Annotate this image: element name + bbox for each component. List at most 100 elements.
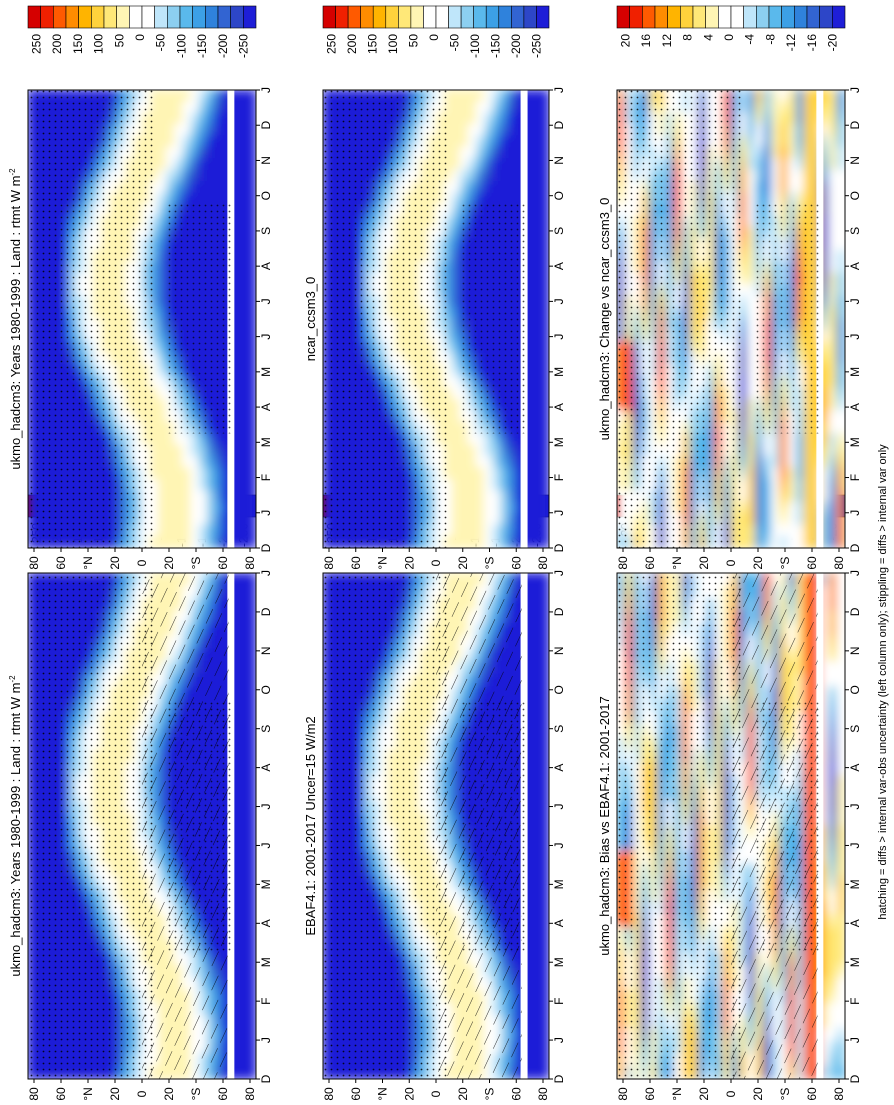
month-tick-label: A: [552, 403, 566, 411]
month-tick-label: O: [848, 685, 862, 694]
month-tick-label: M: [848, 367, 862, 377]
lat-tick-label: 60: [805, 1087, 819, 1101]
panel-1-field: [28, 573, 256, 1079]
month-tick-label: M: [848, 879, 862, 889]
month-tick-label: J: [259, 1037, 273, 1043]
lat-tick-label: 20: [162, 556, 176, 570]
month-tick-label: J: [259, 842, 273, 848]
colorbar-label: 250: [29, 34, 43, 54]
month-tick-label: D: [552, 543, 566, 552]
lat-tick-label: 80: [616, 556, 630, 570]
month-tick-label: S: [552, 725, 566, 733]
month-tick-label: D: [552, 607, 566, 616]
month-tick-label: M: [552, 957, 566, 967]
month-tick-label: J: [259, 87, 273, 93]
month-tick-label: S: [552, 227, 566, 235]
panel-1: 80 60 °N 20 0 20 °S 60 80DJFMAMJJASONDJukmo_hadc…: [8, 494, 273, 1101]
colorbar-label: 150: [71, 34, 85, 54]
colorbar-label: 50: [112, 34, 126, 48]
month-tick-label: J: [259, 570, 273, 576]
lat-tick-label: °S: [778, 557, 792, 570]
lat-tick-label: 80: [832, 1087, 846, 1101]
lat-tick-label: °S: [189, 557, 203, 570]
panel-5: 80 60 °N 20 0 20 °S 60 80DJFMAMJJASONDJncar_ccsm…: [303, 5, 566, 570]
month-tick-label: J: [552, 804, 566, 810]
colorbar: 250 200 150 100 50 0 -50 -100 -150 -200 -250: [27, 5, 257, 58]
month-tick-label: O: [848, 191, 862, 200]
lat-tick-label: 60: [54, 556, 68, 570]
month-tick-label: S: [848, 725, 862, 733]
lat-tick-label: 0: [135, 559, 149, 566]
colorbar-label: -150: [195, 34, 209, 58]
lat-tick-label: 80: [616, 1087, 630, 1101]
month-tick-label: J: [848, 87, 862, 93]
month-tick-label: F: [259, 997, 273, 1004]
month-tick-label: N: [848, 156, 862, 165]
lat-tick-label: 80: [243, 1087, 257, 1101]
lat-tick-label: 20: [456, 556, 470, 570]
colorbar-label: 8: [681, 34, 695, 41]
lat-tick-label: 60: [805, 556, 819, 570]
lat-tick-label: 20: [108, 1087, 122, 1101]
colorbar-label: -100: [174, 34, 188, 58]
lat-tick-label: 60: [643, 1087, 657, 1101]
colorbar-label: 0: [133, 34, 147, 41]
month-tick-label: J: [848, 842, 862, 848]
month-tick-label: M: [552, 437, 566, 447]
colorbar-label: -100: [468, 34, 482, 58]
colorbar-label: 0: [427, 34, 441, 41]
colorbar-label: -20: [826, 34, 840, 52]
month-tick-label: A: [848, 262, 862, 270]
month-tick-label: J: [552, 510, 566, 516]
lat-tick-label: °N: [670, 556, 684, 569]
lat-tick-label: 20: [697, 1087, 711, 1101]
month-tick-label: N: [848, 647, 862, 656]
panel-3: 80 60 °N 20 0 20 °S 60 80DJFMAMJJASONDJukmo_hadc…: [597, 494, 862, 1101]
month-tick-label: O: [259, 685, 273, 694]
month-tick-label: N: [259, 647, 273, 656]
month-tick-label: D: [848, 607, 862, 616]
month-tick-label: D: [259, 1074, 273, 1083]
lat-tick-label: 20: [751, 556, 765, 570]
lat-tick-label: 60: [509, 1087, 523, 1101]
panel-3-field: [617, 573, 845, 1079]
stippling: [28, 90, 154, 548]
hatching: [731, 573, 818, 1079]
colorbar-label: 100: [386, 34, 400, 54]
colorbar-label: -50: [448, 34, 462, 52]
month-tick-label: A: [259, 764, 273, 772]
month-tick-label: J: [552, 87, 566, 93]
lat-tick-label: °S: [189, 1088, 203, 1101]
lat-tick-label: °S: [778, 1088, 792, 1101]
colorbar-label: -50: [154, 34, 168, 52]
colorbar-label: 200: [50, 34, 64, 54]
lat-tick-label: 80: [536, 1087, 550, 1101]
month-tick-label: J: [848, 334, 862, 340]
lat-tick-label: °S: [483, 557, 497, 570]
month-tick-label: A: [259, 403, 273, 411]
month-tick-label: A: [848, 403, 862, 411]
hatching: [436, 573, 522, 1079]
hatching: [142, 573, 229, 1079]
lat-tick-label: 60: [216, 1087, 230, 1101]
stippling: [323, 90, 448, 548]
lat-tick-label: °N: [670, 1087, 684, 1100]
month-tick-label: F: [848, 997, 862, 1004]
colorbar-label: -200: [216, 34, 230, 58]
lat-tick-label: 20: [108, 556, 122, 570]
month-tick-label: J: [552, 334, 566, 340]
panel-title: EBAF4.1: 2001-2017 Uncer=15 W/m2: [303, 716, 318, 935]
lat-tick-label: °S: [483, 1088, 497, 1101]
lat-tick-label: 20: [456, 1087, 470, 1101]
month-tick-label: M: [848, 437, 862, 447]
month-tick-label: A: [552, 262, 566, 270]
lat-tick-label: 80: [536, 556, 550, 570]
stippling: [323, 573, 448, 1079]
month-tick-label: D: [848, 1074, 862, 1083]
lat-tick-label: 20: [402, 556, 416, 570]
month-tick-label: D: [848, 121, 862, 130]
colorbar-label: 0: [722, 34, 736, 41]
lat-tick-label: 80: [832, 556, 846, 570]
lat-tick-label: 60: [54, 1087, 68, 1101]
